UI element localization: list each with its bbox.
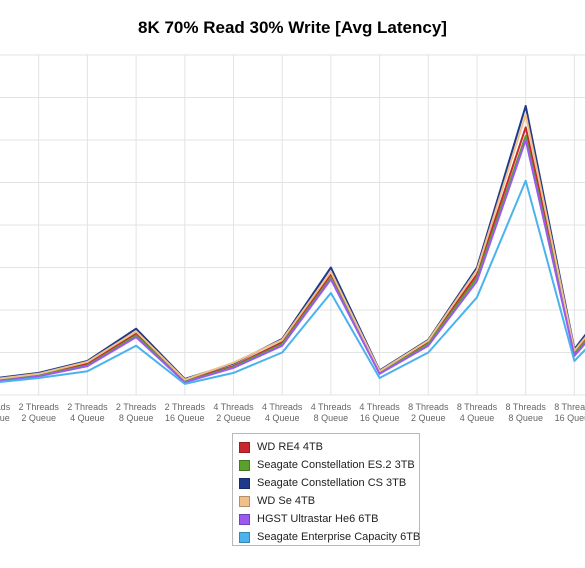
legend-item: WD Se 4TB: [239, 492, 413, 510]
legend-swatch: [239, 531, 250, 543]
legend-swatch: [239, 441, 250, 453]
legend-label: WD Se 4TB: [257, 495, 316, 507]
x-tick-label: 4 Threads 4 Queue: [262, 402, 303, 423]
x-tick-label: 8 Threads 2 Queue: [408, 402, 449, 423]
legend-swatch: [239, 459, 250, 471]
legend-item: Seagate Constellation CS 3TB: [239, 474, 413, 492]
x-tick-label: 8 Threads 4 Queue: [457, 402, 498, 423]
x-tick-label: 2 Threads 2 Queue: [19, 402, 60, 423]
chart-title: 8K 70% Read 30% Write [Avg Latency]: [138, 18, 447, 37]
legend: WD RE4 4TB Seagate Constellation ES.2 3TB…: [232, 433, 420, 546]
legend-swatch: [239, 477, 250, 489]
series-line: [0, 179, 585, 385]
x-tick-label: 8 Threads 8 Queue: [506, 402, 547, 423]
x-tick-label: 2 Threads 4 Queue: [67, 402, 108, 423]
series-lines: [0, 105, 585, 385]
series-line: [0, 113, 585, 381]
series-line: [0, 139, 585, 384]
x-tick-label: 4 Threads 8 Queue: [311, 402, 352, 423]
legend-item: HGST Ultrastar He6 6TB: [239, 510, 413, 528]
legend-label: Seagate Constellation ES.2 3TB: [257, 459, 415, 471]
legend-label: Seagate Constellation CS 3TB: [257, 477, 407, 489]
x-tick-label: 4 Threads 2 Queue: [213, 402, 254, 423]
x-tick-label: 2 Threads 16 Queue: [165, 402, 206, 423]
legend-label: Seagate Enterprise Capacity 6TB: [257, 531, 421, 543]
legend-label: WD RE4 4TB: [257, 441, 324, 453]
legend-label: HGST Ultrastar He6 6TB: [257, 513, 379, 525]
legend-swatch: [239, 513, 250, 525]
x-tick-label: 2 Threads 8 Queue: [116, 402, 157, 423]
legend-item: Seagate Enterprise Capacity 6TB: [239, 528, 420, 546]
legend-item: WD RE4 4TB: [239, 438, 413, 456]
legend-swatch: [239, 495, 250, 507]
x-tick-label: 4 Threads 16 Queue: [359, 402, 400, 423]
legend-item: Seagate Constellation ES.2 3TB: [239, 456, 415, 474]
